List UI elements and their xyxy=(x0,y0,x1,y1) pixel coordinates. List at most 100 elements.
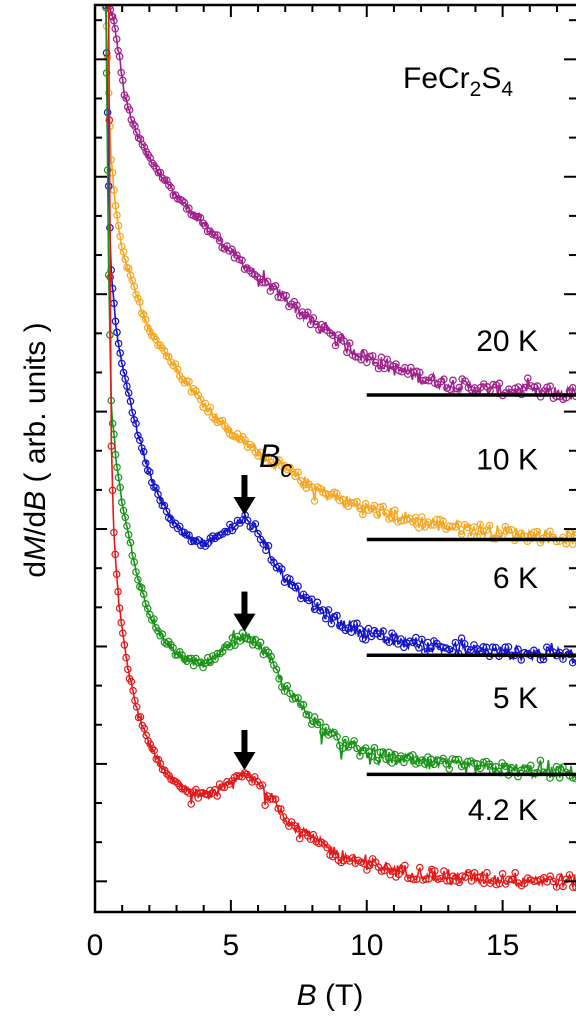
data-point xyxy=(266,795,275,803)
data-point xyxy=(307,720,316,728)
data-point xyxy=(533,382,542,390)
data-point xyxy=(116,232,125,241)
data-point xyxy=(299,700,308,709)
data-point xyxy=(383,862,392,871)
data-point xyxy=(283,681,292,690)
data-point xyxy=(223,777,231,786)
data-point xyxy=(122,94,130,103)
data-point xyxy=(271,281,280,290)
x-tick-label: 0 xyxy=(87,929,104,962)
series-5-K xyxy=(102,5,576,783)
data-point xyxy=(124,530,133,539)
series-label: 20 K xyxy=(476,325,538,358)
data-point xyxy=(115,52,124,61)
data-point xyxy=(165,771,173,780)
data-point xyxy=(293,824,301,833)
data-point xyxy=(501,643,510,652)
data-point xyxy=(140,143,149,152)
data-point xyxy=(333,732,341,741)
data-point xyxy=(156,631,164,640)
data-point xyxy=(275,456,283,464)
data-point xyxy=(138,444,146,452)
data-point xyxy=(360,349,368,357)
data-point xyxy=(546,527,554,536)
data-point xyxy=(520,879,529,888)
data-point xyxy=(111,550,120,559)
data-point xyxy=(549,877,558,886)
data-point xyxy=(555,873,564,882)
data-point xyxy=(467,877,476,885)
data-point xyxy=(373,510,382,519)
data-point xyxy=(440,375,448,384)
data-point xyxy=(192,785,200,794)
data-point xyxy=(460,640,469,648)
data-point xyxy=(388,759,396,767)
data-point xyxy=(391,506,399,515)
data-point xyxy=(445,765,454,773)
data-point xyxy=(361,499,370,508)
data-point xyxy=(141,599,150,608)
data-point xyxy=(382,755,390,764)
data-point xyxy=(353,619,361,628)
data-point xyxy=(457,634,466,643)
data-point xyxy=(427,373,436,382)
data-point xyxy=(463,645,472,654)
data-point xyxy=(370,743,379,752)
data-point xyxy=(120,641,129,649)
data-point xyxy=(264,453,273,461)
data-point xyxy=(213,792,222,800)
data-point xyxy=(194,391,203,400)
data-point xyxy=(152,164,161,173)
data-point xyxy=(126,271,135,280)
data-point xyxy=(164,513,173,522)
data-point xyxy=(230,253,239,262)
data-point xyxy=(162,640,171,648)
data-point xyxy=(113,328,121,337)
data-point xyxy=(118,359,126,368)
data-point xyxy=(294,582,302,591)
data-point xyxy=(324,606,333,614)
data-point xyxy=(132,703,141,711)
data-point xyxy=(110,528,118,537)
data-point xyxy=(271,795,280,804)
data-point xyxy=(530,528,538,537)
data-point xyxy=(129,686,137,695)
data-point xyxy=(385,638,393,647)
data-point xyxy=(267,652,276,661)
data-point xyxy=(160,638,169,647)
baselines-layer xyxy=(366,393,576,777)
data-point xyxy=(368,352,377,360)
data-point xyxy=(213,649,222,658)
data-point xyxy=(307,483,316,491)
data-point xyxy=(282,291,291,300)
data-point xyxy=(119,248,128,256)
data-point xyxy=(104,5,113,8)
data-point xyxy=(383,355,392,364)
data-point xyxy=(199,663,207,672)
data-point xyxy=(295,834,304,843)
data-point xyxy=(107,442,116,451)
data-point xyxy=(313,598,322,607)
data-point xyxy=(141,315,150,324)
data-point xyxy=(128,408,137,417)
data-point xyxy=(165,181,173,190)
plot-frame xyxy=(93,3,576,914)
data-point xyxy=(132,290,140,299)
data-point xyxy=(483,868,491,877)
data-point xyxy=(275,674,283,683)
data-point xyxy=(226,642,234,651)
data-point xyxy=(127,116,136,124)
data-point xyxy=(495,379,504,388)
data-point xyxy=(171,777,180,786)
data-point xyxy=(421,376,430,385)
data-point xyxy=(110,186,118,195)
data-point xyxy=(196,395,205,404)
data-point xyxy=(126,397,135,406)
data-point xyxy=(189,384,198,393)
data-point xyxy=(108,486,117,495)
data-point xyxy=(389,867,397,876)
data-point xyxy=(323,843,332,852)
data-point xyxy=(139,447,148,456)
data-point xyxy=(319,606,327,614)
arrow-shaft xyxy=(241,730,248,755)
